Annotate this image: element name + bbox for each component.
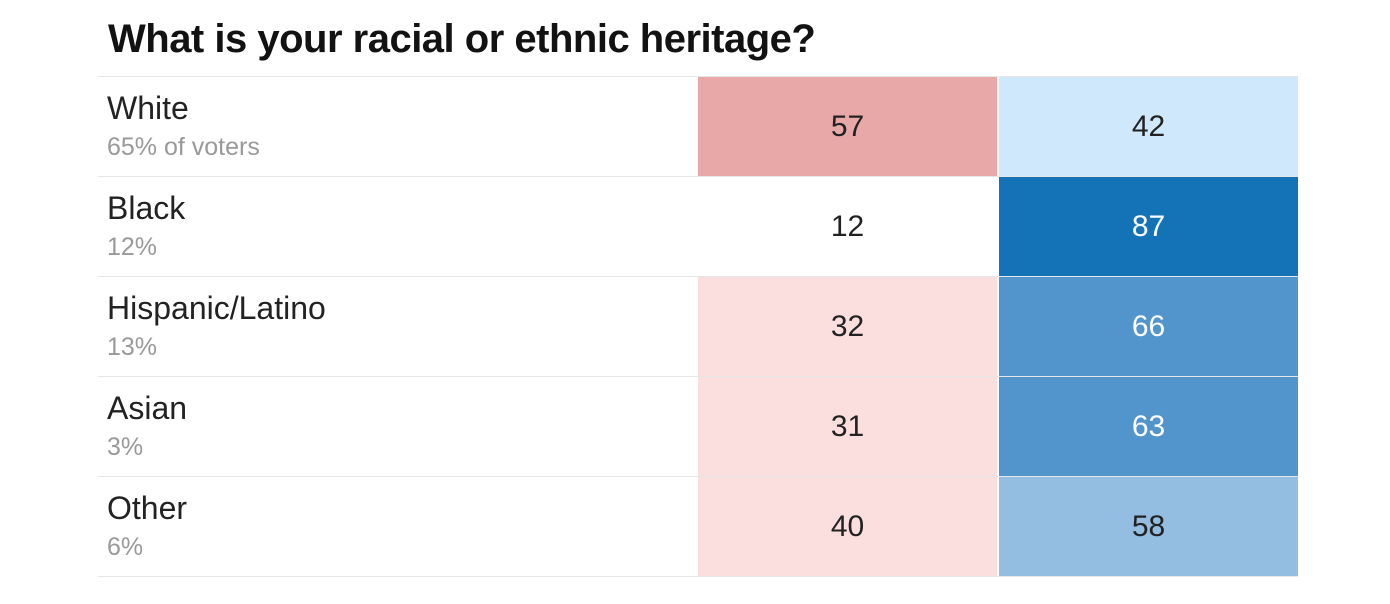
table-row-hispanic-latino: Hispanic/Latino 13% 32 66 [98, 277, 1298, 377]
row-label-cell: Hispanic/Latino 13% [98, 277, 698, 376]
rep-value-cell: 32 [698, 277, 997, 376]
table-row-white: White 65% of voters 57 42 [98, 77, 1298, 177]
row-label: Hispanic/Latino [107, 290, 326, 326]
chart-title: What is your racial or ethnic heritage? [108, 17, 816, 61]
row-share: 3% [107, 433, 144, 461]
row-label: Other [107, 490, 188, 526]
table-row-asian: Asian 3% 31 63 [98, 377, 1298, 477]
row-share: 6% [107, 533, 144, 561]
dem-value-cell: 63 [999, 377, 1298, 476]
row-share: 65% of voters [107, 133, 260, 161]
row-label-cell: White 65% of voters [98, 77, 698, 176]
table-row-black: Black 12% 12 87 [98, 177, 1298, 277]
rep-value-cell: 40 [698, 477, 997, 576]
row-label: Asian [107, 390, 188, 426]
dem-value-cell: 42 [999, 77, 1298, 176]
rep-value-cell: 12 [698, 177, 997, 276]
table-row-other: Other 6% 40 58 [98, 477, 1298, 577]
rep-value-cell: 57 [698, 77, 997, 176]
dem-value-cell: 66 [999, 277, 1298, 376]
row-share: 12% [107, 233, 158, 261]
row-label: White [107, 90, 189, 126]
rep-value-cell: 31 [698, 377, 997, 476]
dem-value-cell: 58 [999, 477, 1298, 576]
row-share: 13% [107, 333, 158, 361]
dem-value-cell: 87 [999, 177, 1298, 276]
row-label-cell: Asian 3% [98, 377, 698, 476]
results-table: White 65% of voters 57 42 Black 12% 12 8… [98, 76, 1298, 577]
row-label-cell: Other 6% [98, 477, 698, 576]
row-label: Black [107, 190, 186, 226]
row-label-cell: Black 12% [98, 177, 698, 276]
